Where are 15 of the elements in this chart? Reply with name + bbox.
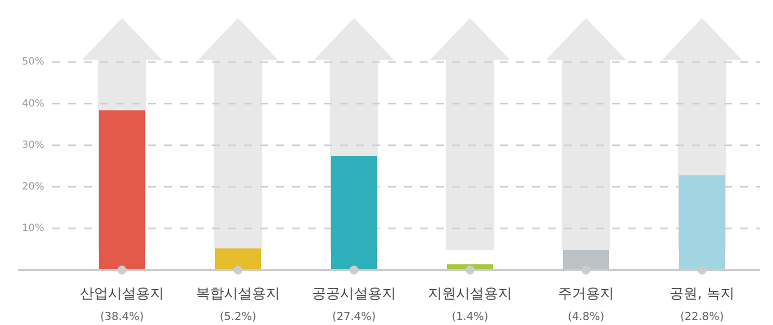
x-tick-label: 공공시설용지 (27.4%)	[312, 286, 396, 323]
y-tick-label: 10%	[22, 223, 44, 234]
bar	[215, 248, 261, 270]
y-tick-label: 30%	[22, 140, 44, 151]
y-tick-label: 40%	[22, 98, 44, 110]
x-tick-label: 주거용지 (4.8%)	[558, 286, 614, 323]
y-tick-label: 50%	[22, 56, 44, 68]
x-tick-label: 공원, 녹지 (22.8%)	[670, 286, 734, 323]
bar	[331, 156, 377, 270]
x-tick-label: 복합시설용지 (5.2%)	[196, 286, 280, 323]
x-tick-label: 지원시설용지 (1.4%)	[428, 286, 512, 323]
bar	[563, 250, 609, 270]
y-tick-label: 20%	[22, 182, 44, 193]
x-tick-label: 산업시설용지 (38.4%)	[80, 286, 164, 323]
bar	[679, 175, 725, 270]
